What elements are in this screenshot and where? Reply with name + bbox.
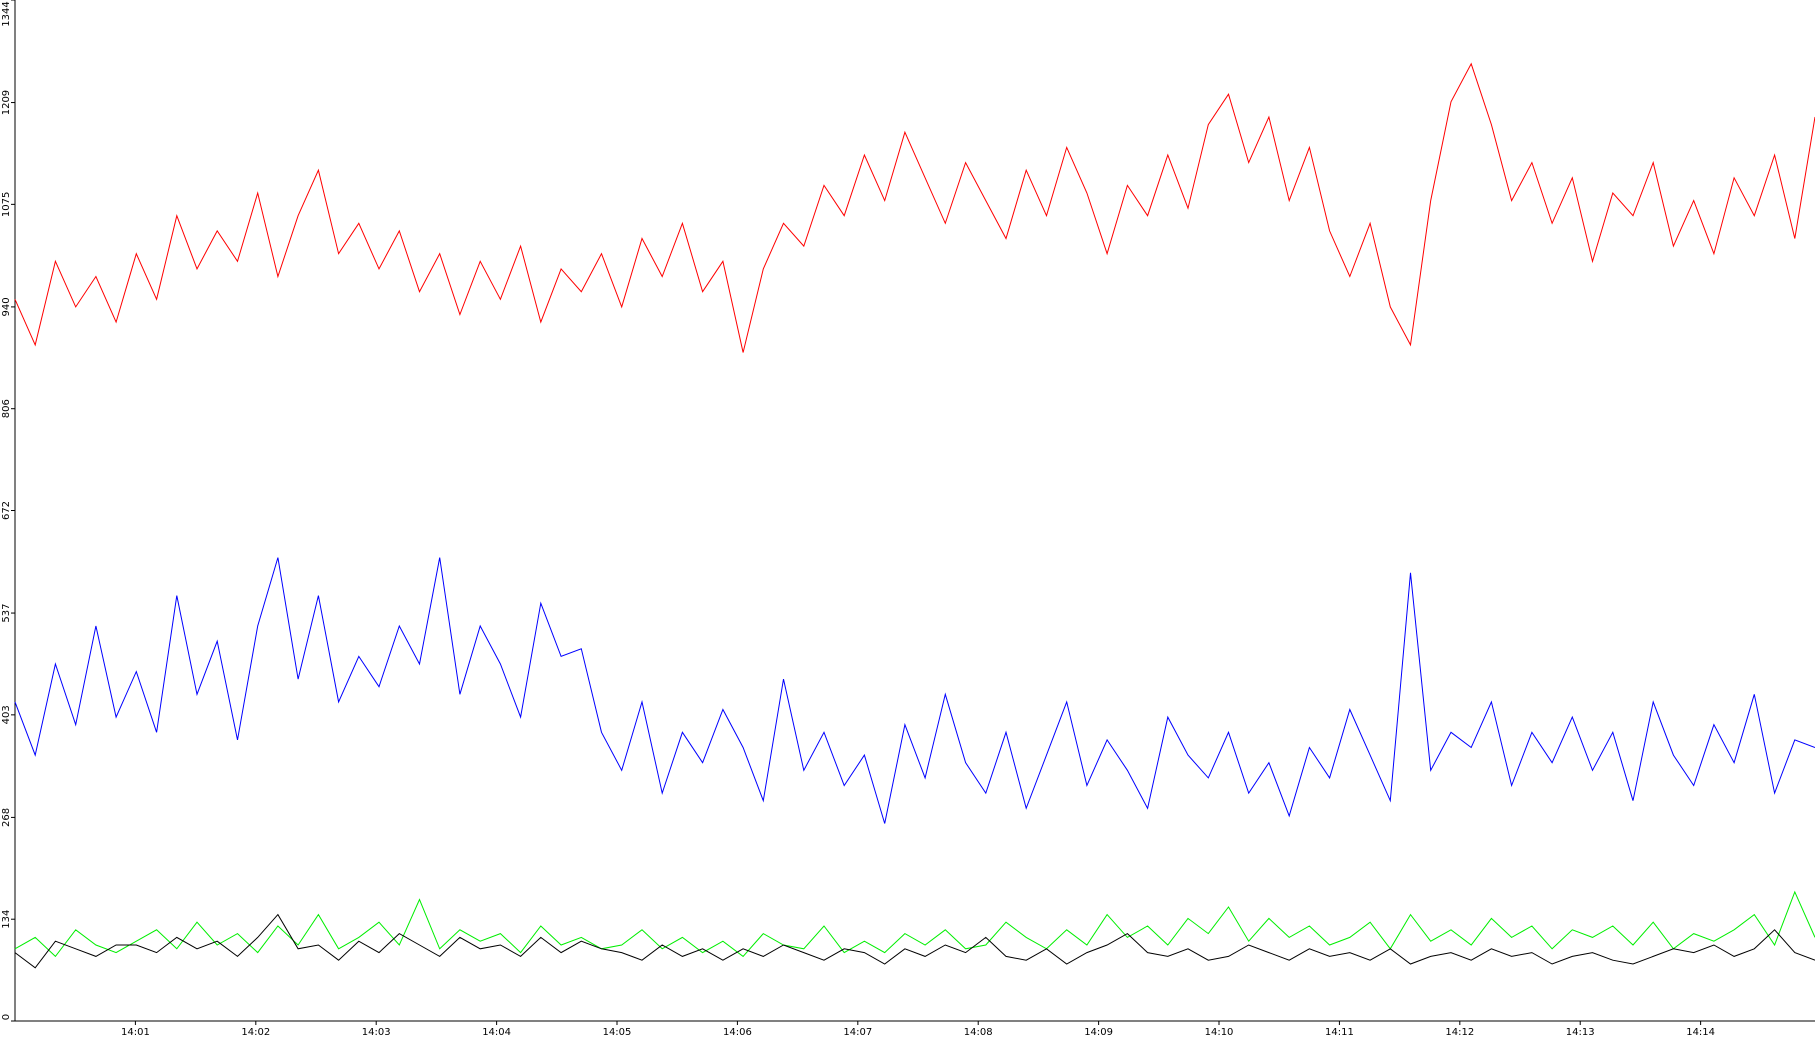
x-tick-label: 14:08	[964, 1027, 993, 1038]
y-tick-label: 1209	[1, 90, 12, 115]
series-line	[14, 890, 1815, 958]
y-tick-label: 1075	[1, 192, 12, 217]
y-tick-label: 134	[1, 910, 12, 929]
x-tick-label: 14:01	[121, 1027, 150, 1038]
x-tick-label: 14:02	[241, 1027, 270, 1038]
y-tick-label: 1344	[1, 1, 12, 26]
y-tick-label: 672	[1, 501, 12, 520]
series-line	[14, 62, 1815, 353]
x-tick-label: 14:03	[362, 1027, 391, 1038]
y-tick-label: 537	[1, 604, 12, 623]
series-line	[14, 913, 1815, 969]
x-tick-label: 14:10	[1205, 1027, 1234, 1038]
y-tick-label: 403	[1, 705, 12, 724]
x-tick-label: 14:07	[843, 1027, 872, 1038]
x-tick-label: 14:06	[723, 1027, 752, 1038]
x-tick-label: 14:04	[482, 1027, 511, 1038]
y-tick-label: 0	[1, 1014, 12, 1020]
x-tick-label: 14:12	[1445, 1027, 1474, 1038]
y-tick-label: 268	[1, 808, 12, 827]
x-tick-label: 14:13	[1566, 1027, 1595, 1038]
series-line	[14, 557, 1815, 824]
y-tick-label: 940	[1, 297, 12, 316]
x-tick-label: 14:09	[1084, 1027, 1113, 1038]
y-tick-label: 806	[1, 399, 12, 418]
x-tick-label: 14:11	[1325, 1027, 1354, 1038]
x-tick-label: 14:05	[603, 1027, 632, 1038]
x-tick-label: 14:14	[1686, 1027, 1715, 1038]
